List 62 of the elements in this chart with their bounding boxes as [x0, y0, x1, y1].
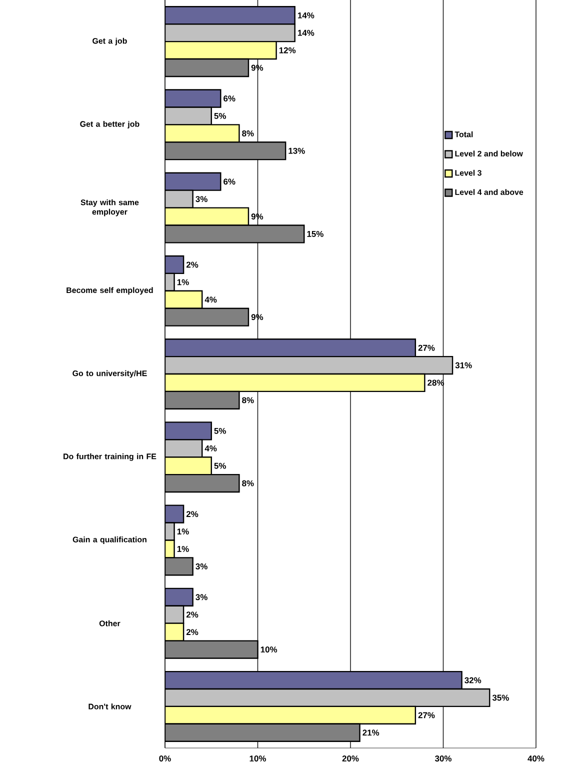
- data-label: 3%: [196, 594, 208, 600]
- x-tick-label: 10%: [250, 756, 266, 762]
- bar: [165, 723, 360, 742]
- bar: [165, 40, 277, 60]
- bar: [165, 588, 194, 606]
- data-label: 5%: [214, 112, 226, 119]
- bar: [165, 224, 305, 244]
- data-label: 2%: [186, 612, 198, 618]
- data-label: 27%: [418, 344, 435, 351]
- data-label: 4%: [204, 296, 217, 303]
- bar: [165, 670, 462, 690]
- data-label: 21%: [362, 730, 380, 736]
- bar: [165, 89, 222, 108]
- x-tick-label: 20%: [342, 756, 359, 762]
- bar: [165, 640, 258, 659]
- data-label: 1%: [177, 279, 189, 286]
- data-label: 14%: [298, 30, 314, 36]
- bar: [165, 172, 222, 191]
- x-tick-label: 30%: [434, 756, 452, 762]
- bar: [165, 390, 240, 410]
- data-label: 8%: [242, 480, 254, 486]
- bar: [165, 207, 250, 226]
- bar: [165, 124, 240, 143]
- data-label: 10%: [260, 646, 278, 653]
- x-tick-label: 40%: [528, 756, 544, 762]
- data-label: 1%: [177, 528, 189, 534]
- data-label: 6%: [224, 96, 236, 102]
- bar: [165, 373, 426, 392]
- data-label: 27%: [418, 712, 435, 718]
- data-label: 3%: [196, 196, 208, 202]
- bar: [165, 58, 250, 78]
- data-label: 2%: [186, 262, 198, 268]
- bar: [165, 106, 212, 126]
- bar: [165, 688, 490, 708]
- data-label: 12%: [279, 47, 296, 54]
- data-label: 5%: [214, 462, 226, 469]
- data-label: 6%: [224, 178, 236, 185]
- bar: [165, 6, 296, 25]
- bar: [165, 456, 212, 476]
- bar: [165, 422, 212, 440]
- data-label: 14%: [298, 12, 314, 18]
- data-label: 8%: [242, 397, 254, 404]
- bar: [165, 308, 250, 326]
- data-label: 35%: [492, 694, 509, 701]
- data-label: 5%: [214, 428, 226, 434]
- data-label: 4%: [204, 445, 217, 452]
- bar: [165, 474, 240, 493]
- data-label: 1%: [177, 546, 189, 552]
- bar: [165, 338, 416, 358]
- data-label: 3%: [196, 563, 208, 570]
- data-label: 8%: [242, 130, 254, 136]
- data-label: 2%: [186, 511, 198, 518]
- data-label: 2%: [186, 629, 198, 636]
- data-label: 13%: [288, 148, 305, 154]
- bar: [165, 706, 416, 724]
- bar: [165, 24, 296, 42]
- data-label: 31%: [455, 362, 472, 368]
- x-tick-label: 0%: [159, 756, 171, 762]
- data-label: 15%: [307, 230, 324, 237]
- bar: [165, 142, 286, 160]
- bar: [165, 356, 454, 375]
- data-label: 32%: [464, 677, 482, 684]
